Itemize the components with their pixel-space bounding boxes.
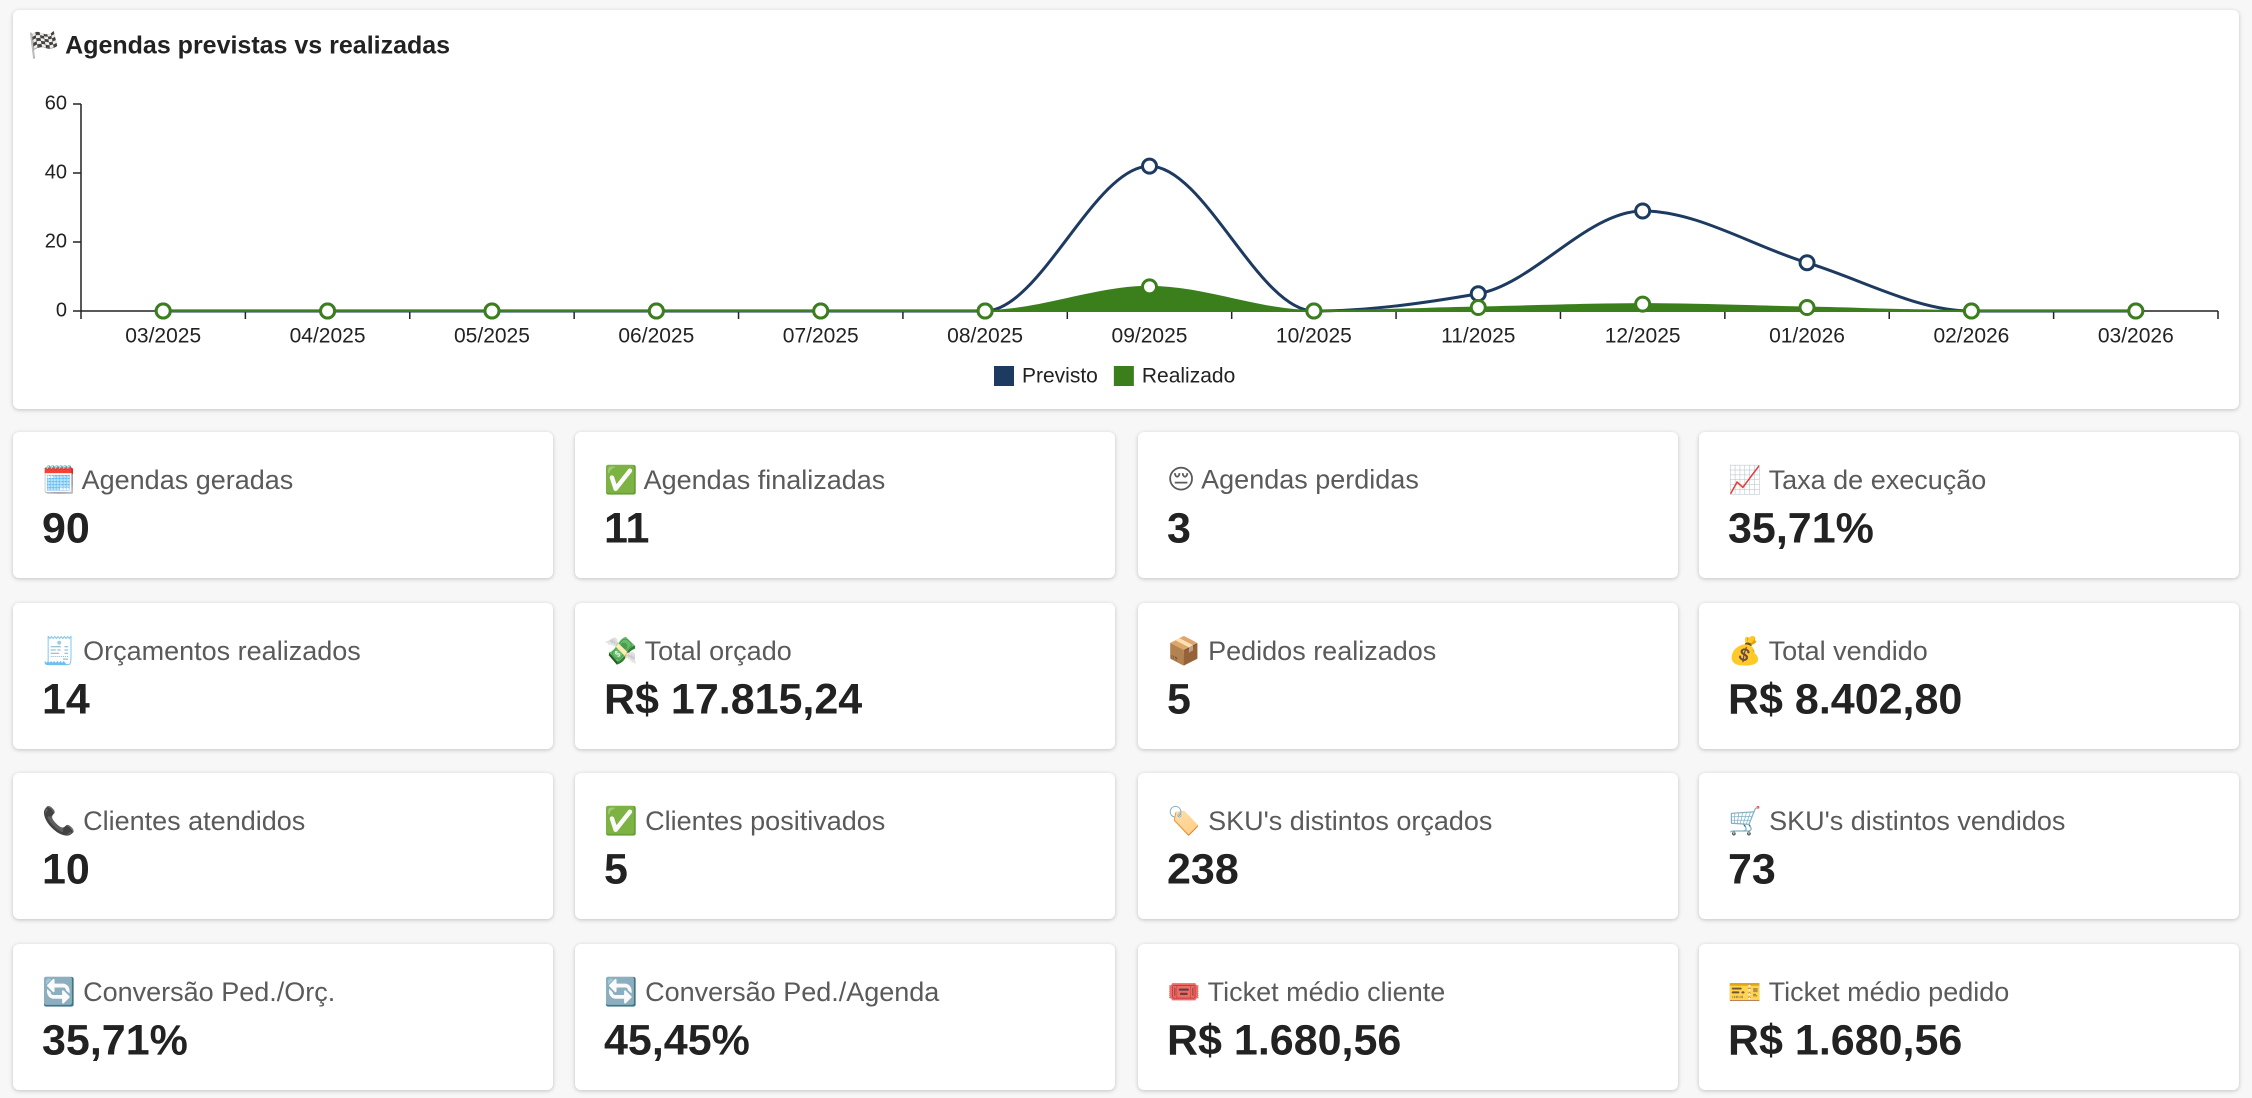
x-tick-label: 09/2025 — [1112, 325, 1188, 348]
x-tick-label: 03/2025 — [125, 325, 201, 348]
kpi-card: 🔄 Conversão Ped./Orç. 35,71% — [13, 944, 553, 1090]
kpi-value: R$ 1.680,56 — [1728, 1016, 1963, 1065]
kpi-value: R$ 8.402,80 — [1728, 675, 1963, 724]
y-tick-label: 0 — [56, 299, 67, 321]
point — [2127, 302, 2145, 320]
kpi-label: 🧾 Orçamentos realizados — [42, 636, 361, 666]
kpi-label: 💸 Total orçado — [604, 636, 792, 666]
kpi-value: 90 — [42, 504, 90, 553]
point — [1469, 299, 1487, 317]
kpi-card: 🎟️ Ticket médio cliente R$ 1.680,56 — [1138, 944, 1678, 1090]
kpi-value: 73 — [1728, 845, 1776, 894]
kpi-label: 📞 Clientes atendidos — [42, 806, 306, 836]
point — [812, 302, 830, 320]
kpi-value: R$ 17.815,24 — [604, 675, 863, 724]
x-tick-label: 12/2025 — [1605, 325, 1681, 348]
point — [319, 302, 337, 320]
kpi-label: 🏷️ SKU's distintos orçados — [1167, 806, 1493, 836]
kpi-card: 🏷️ SKU's distintos orçados 238 — [1138, 773, 1678, 919]
kpi-card: 🧾 Orçamentos realizados 14 — [13, 603, 553, 749]
point — [1634, 202, 1652, 220]
kpi-card: 📦 Pedidos realizados 5 — [1138, 603, 1678, 749]
kpi-value: 45,45% — [604, 1016, 750, 1065]
point — [1141, 157, 1158, 175]
point — [1798, 254, 1816, 272]
kpi-card: 💸 Total orçado R$ 17.815,24 — [575, 603, 1115, 749]
point — [1798, 299, 1816, 317]
chart: 🏁 Agendas previstas vs realizadas 0 20 40 6… — [28, 31, 2219, 388]
x-tick-label: 11/2025 — [1441, 325, 1515, 348]
point — [1305, 302, 1323, 320]
kpi-label: 🎟️ Ticket médio cliente — [1167, 977, 1446, 1007]
kpi-label: ✅ Clientes positivados — [604, 806, 886, 836]
kpi-value: 3 — [1167, 504, 1191, 553]
legend-label: Previsto — [1022, 365, 1098, 388]
kpi-card: 🛒 SKU's distintos vendidos 73 — [1699, 773, 2239, 919]
kpi-label: 📈 Taxa de execução — [1728, 465, 1987, 495]
kpi-label: 🔄 Conversão Ped./Orç. — [42, 977, 336, 1007]
kpi-value: R$ 1.680,56 — [1167, 1016, 1402, 1065]
x-tick-label: 10/2025 — [1276, 325, 1352, 348]
x-tick-label: 01/2026 — [1769, 325, 1845, 348]
x-tick-label: 07/2025 — [783, 325, 859, 348]
x-tick-label: 06/2025 — [618, 325, 694, 348]
y-tick-label: 60 — [45, 92, 67, 114]
chart-title: 🏁 Agendas previstas vs realizadas — [28, 31, 450, 60]
y-tick-label: 40 — [45, 161, 67, 183]
kpi-label: 🎫 Ticket médio pedido — [1728, 977, 2010, 1007]
y-tick-label: 20 — [45, 230, 67, 252]
kpi-label: 🛒 SKU's distintos vendidos — [1728, 806, 2066, 836]
kpi-card: ✅ Agendas finalizadas 11 — [575, 432, 1115, 578]
kpi-card: 📞 Clientes atendidos 10 — [13, 773, 553, 919]
point — [1962, 302, 1980, 320]
kpi-card: 🗓️ Agendas geradas 90 — [13, 432, 553, 578]
kpi-label: 🗓️ Agendas geradas — [42, 465, 294, 495]
kpi-value: 5 — [1167, 675, 1191, 724]
point — [1634, 295, 1652, 313]
kpi-label: 😔 Agendas perdidas — [1167, 464, 1419, 495]
x-tick-label: 08/2025 — [947, 325, 1023, 348]
kpi-card: 😔 Agendas perdidas 3 — [1138, 432, 1678, 578]
kpi-value: 238 — [1167, 845, 1239, 894]
legend-label: Realizado — [1142, 365, 1235, 388]
legend-swatch — [994, 366, 1014, 386]
kpi-value: 10 — [42, 845, 90, 894]
x-tick-label: 05/2025 — [454, 325, 530, 348]
x-tick-label: 04/2025 — [290, 325, 366, 348]
x-tick-label: 03/2026 — [2098, 325, 2174, 348]
point — [1141, 278, 1158, 296]
point — [647, 302, 665, 320]
kpi-value: 35,71% — [42, 1016, 188, 1065]
kpi-label: 🔄 Conversão Ped./Agenda — [604, 977, 940, 1007]
kpi-card: 📈 Taxa de execução 35,71% — [1699, 432, 2239, 578]
chart-card: 🏁 Agendas previstas vs realizadas 0 20 40 6… — [13, 10, 2239, 409]
point — [154, 302, 172, 320]
point — [483, 302, 501, 320]
kpi-value: 5 — [604, 845, 628, 894]
kpi-card: ✅ Clientes positivados 5 — [575, 773, 1115, 919]
x-tick-label: 02/2026 — [1933, 325, 2009, 348]
point — [976, 302, 994, 320]
kpi-value: 11 — [604, 504, 650, 553]
kpi-card: 🎫 Ticket médio pedido R$ 1.680,56 — [1699, 944, 2239, 1090]
point — [1469, 285, 1487, 303]
kpi-value: 35,71% — [1728, 504, 1874, 553]
kpi-label: 📦 Pedidos realizados — [1167, 636, 1437, 666]
kpi-value: 14 — [42, 675, 90, 724]
kpi-label: ✅ Agendas finalizadas — [604, 465, 886, 495]
legend-swatch — [1113, 366, 1134, 386]
kpi-card: 💰 Total vendido R$ 8.402,80 — [1699, 603, 2239, 749]
kpi-card: 🔄 Conversão Ped./Agenda 45,45% — [575, 944, 1115, 1090]
kpi-label: 💰 Total vendido — [1728, 636, 1928, 666]
